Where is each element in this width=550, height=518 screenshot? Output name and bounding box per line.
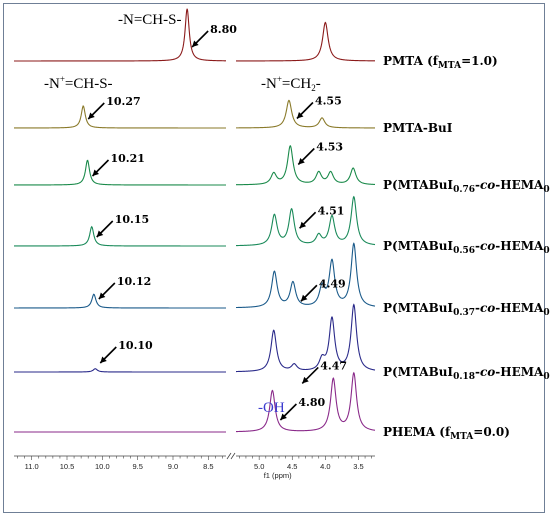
axis-break-mark-2 xyxy=(230,452,236,460)
spectrum-line-left-3 xyxy=(14,225,226,247)
spectrum-line-right-5 xyxy=(236,303,376,373)
peak-arrow-head-9 xyxy=(100,356,107,363)
series-label-2: P(MTABuI0.76-co-HEMA0.24 xyxy=(383,178,550,195)
peak-value-label-8: 4.49 xyxy=(319,277,346,290)
peak-arrow-head-4 xyxy=(298,157,305,165)
x-tick-label-10.0: 10.0 xyxy=(95,462,110,471)
spectrum-line-left-5 xyxy=(14,368,226,373)
peak-value-label-11: 4.80 xyxy=(298,396,325,409)
series-label-5: P(MTABuI0.18-co-HEMA0.82 xyxy=(383,365,550,382)
peak-arrow-head-0 xyxy=(192,40,199,47)
series-label-4: P(MTABuI0.37-co-HEMA0.63 xyxy=(383,301,550,318)
spectrum-line-left-0 xyxy=(14,8,227,62)
x-tick-label-4.0: 4.0 xyxy=(320,462,330,471)
peak-arrow-head-5 xyxy=(96,230,104,237)
peak-value-label-2: 4.55 xyxy=(315,95,342,108)
spectrum-line-right-4 xyxy=(235,242,376,309)
figure-frame xyxy=(3,3,545,513)
spectrum-line-left-2 xyxy=(14,159,226,186)
peak-arrow-head-6 xyxy=(299,221,307,229)
x-tick-label-9.5: 9.5 xyxy=(132,462,142,471)
spectrum-line-left-1 xyxy=(14,105,226,129)
peak-value-label-4: 4.53 xyxy=(316,141,343,154)
peak-value-label-0: 8.80 xyxy=(210,23,237,36)
series-label-0: PMTA (fMTA=1.0) xyxy=(383,54,498,71)
group-label-nplus-ch-s: -N+=CH-S- xyxy=(44,74,113,92)
group-label-nplus-ch2: -N+=CH2- xyxy=(261,74,321,93)
spectrum-line-right-2 xyxy=(235,144,376,186)
spectrum-line-right-0 xyxy=(236,21,375,62)
peak-value-label-7: 10.12 xyxy=(117,275,151,288)
x-tick-label-10.5: 10.5 xyxy=(60,462,75,471)
axis-break-mark-1 xyxy=(226,452,232,460)
peak-value-label-1: 10.27 xyxy=(106,95,140,108)
x-tick-label-11.0: 11.0 xyxy=(25,462,39,471)
peak-arrow-head-1 xyxy=(88,112,95,119)
peak-arrow-head-8 xyxy=(300,294,308,302)
x-tick-label-9.0: 9.0 xyxy=(168,462,178,471)
spectrum-line-right-3 xyxy=(236,195,376,247)
x-tick-label-5.0: 5.0 xyxy=(254,462,264,471)
peak-arrow-head-11 xyxy=(280,413,287,420)
group-label-oh: -OH xyxy=(258,400,285,416)
peak-value-label-5: 10.15 xyxy=(115,213,149,226)
peak-arrow-head-10 xyxy=(302,376,309,384)
x-axis-label: f1 (ppm) xyxy=(264,471,292,480)
spectrum-line-right-6 xyxy=(235,371,376,433)
peak-arrow-head-2 xyxy=(296,111,304,119)
peak-value-label-9: 10.10 xyxy=(118,339,153,352)
spectrum-line-left-4 xyxy=(14,293,226,309)
series-label-6: PHEMA (fMTA=0.0) xyxy=(383,425,510,442)
peak-arrow-head-3 xyxy=(92,169,99,176)
x-tick-label-8.5: 8.5 xyxy=(203,462,213,471)
x-tick-label-3.5: 3.5 xyxy=(353,462,363,471)
series-label-3: P(MTABuI0.56-co-HEMA0.44 xyxy=(383,239,550,256)
peak-arrow-head-7 xyxy=(98,292,106,299)
group-label-n-ch-s: -N=CH-S- xyxy=(118,12,181,28)
peak-value-label-10: 4.47 xyxy=(320,359,347,372)
spectrum-line-right-1 xyxy=(236,99,375,129)
series-label-1: PMTA-BuI xyxy=(383,121,453,135)
peak-value-label-3: 10.21 xyxy=(110,152,144,165)
x-tick-label-4.5: 4.5 xyxy=(287,462,297,471)
peak-value-label-6: 4.51 xyxy=(318,204,345,217)
